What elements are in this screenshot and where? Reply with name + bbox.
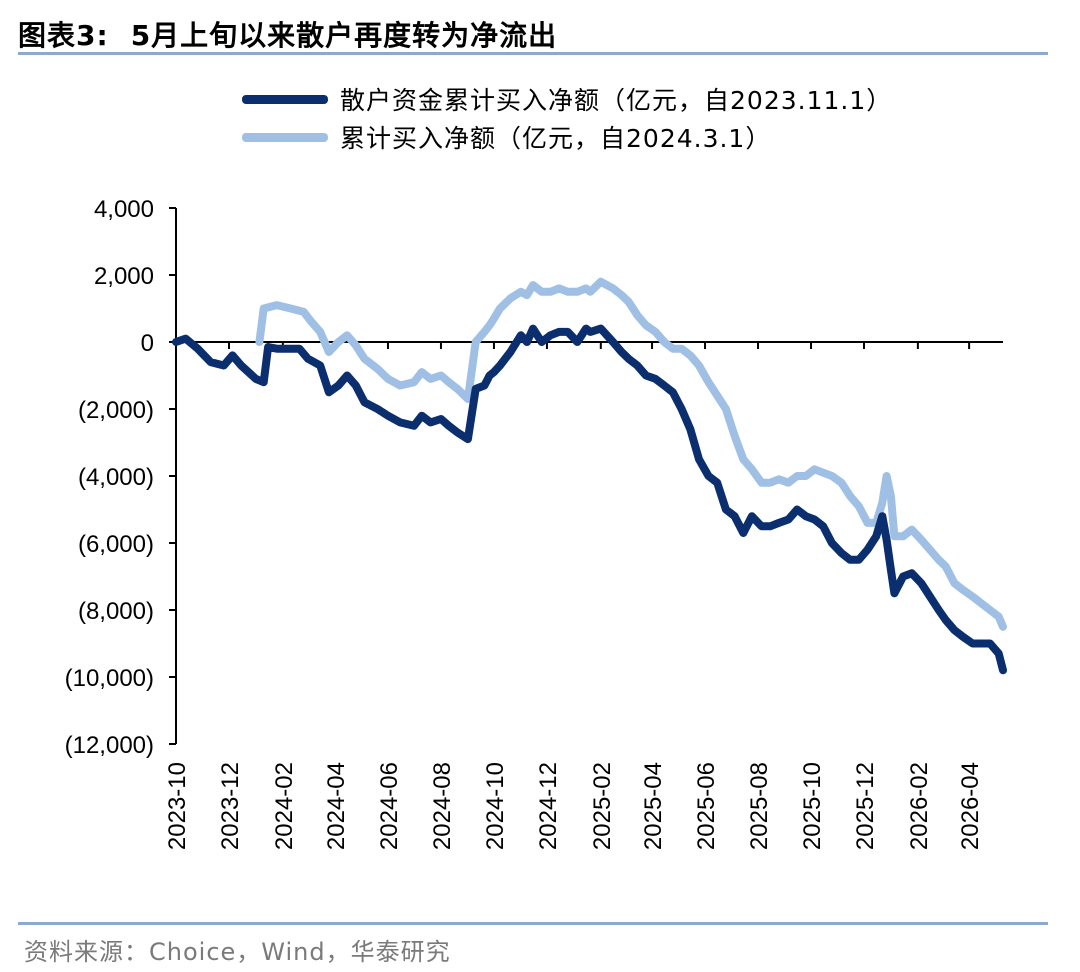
legend-swatch-since-2024 bbox=[242, 132, 328, 142]
legend-label-since-2024: 累计买入净额（亿元，自2024.3.1） bbox=[340, 124, 772, 153]
y-tick-label: (10,000) bbox=[65, 665, 154, 692]
x-tick-label: 2023-12 bbox=[217, 762, 244, 850]
figure-title: 图表3: 5月上旬以来散户再度转为净流出 bbox=[18, 14, 557, 54]
legend-item-since-2024: 累计买入净额（亿元，自2024.3.1） bbox=[242, 118, 892, 156]
y-tick-label: (12,000) bbox=[65, 732, 154, 759]
x-tick-label: 2024-02 bbox=[271, 762, 298, 850]
y-tick-label: 4,000 bbox=[94, 196, 154, 223]
x-tick-label: 2025-10 bbox=[799, 762, 826, 850]
y-tick-label: (8,000) bbox=[78, 598, 154, 625]
y-tick-label: (6,000) bbox=[78, 531, 154, 558]
y-tick-label: 0 bbox=[141, 330, 154, 357]
y-tick-label: (4,000) bbox=[78, 464, 154, 491]
x-tick-label: 2024-06 bbox=[376, 762, 403, 850]
x-tick-label: 2025-06 bbox=[693, 762, 720, 850]
x-tick-label: 2025-08 bbox=[746, 762, 773, 850]
series-line-retail-since-2023-11 bbox=[172, 324, 1007, 675]
x-tick-label: 2025-02 bbox=[589, 762, 616, 850]
x-tick-label: 2026-04 bbox=[957, 762, 984, 850]
x-tick-label: 2025-12 bbox=[852, 762, 879, 850]
y-tick-label: 2,000 bbox=[94, 263, 154, 290]
figure-title-text: 5月上旬以来散户再度转为净流出 bbox=[130, 19, 558, 52]
title-rule bbox=[18, 52, 1048, 55]
x-tick-label: 2023-10 bbox=[164, 762, 191, 850]
figure-label: 图表3: bbox=[18, 19, 109, 52]
x-tick-label: 2024-12 bbox=[535, 762, 562, 850]
x-tick-label: 2024-10 bbox=[482, 762, 509, 850]
y-axis: 4,000 2,000 0 (2,000) (4,000) (6,000) (8,000) (… bbox=[65, 196, 177, 759]
x-axis: 2023-10 2023-12 2024-02 2024-04 2024-06 2024-… bbox=[164, 341, 1003, 850]
legend-label-retail: 散户资金累计买入净额（亿元，自2023.11.1） bbox=[340, 86, 893, 115]
source-rule bbox=[18, 922, 1048, 925]
legend-swatch-retail bbox=[242, 94, 328, 104]
series-line-since-2024-03 bbox=[255, 277, 1007, 631]
x-tick-label: 2024-08 bbox=[429, 762, 456, 850]
source-note: 资料来源：Choice，Wind，华泰研究 bbox=[24, 938, 451, 966]
x-tick-label: 2024-04 bbox=[323, 762, 350, 850]
x-tick-label: 2026-02 bbox=[906, 762, 933, 850]
chart-legend: 散户资金累计买入净额（亿元，自2023.11.1） 累计买入净额（亿元，自202… bbox=[242, 80, 892, 156]
legend-item-retail: 散户资金累计买入净额（亿元，自2023.11.1） bbox=[242, 80, 892, 118]
y-tick-label: (2,000) bbox=[78, 397, 154, 424]
series-lines bbox=[172, 277, 1007, 675]
x-tick-label: 2025-04 bbox=[640, 762, 667, 850]
